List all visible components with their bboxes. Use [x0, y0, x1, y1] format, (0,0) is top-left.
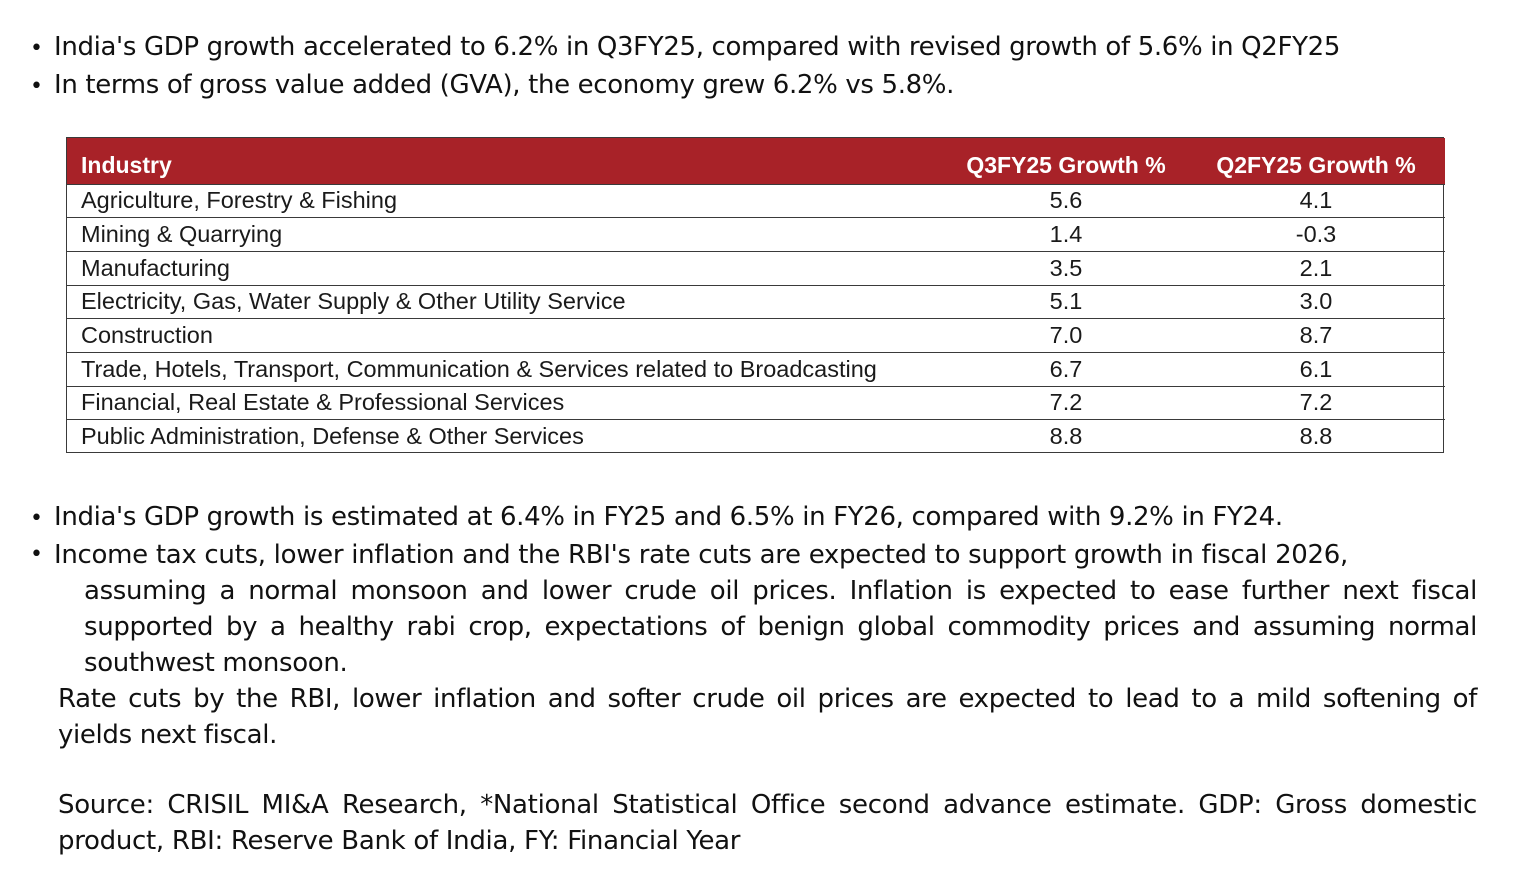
outlook-line-1: Income tax cuts, lower inflation and the… — [54, 540, 1348, 570]
bullet-outlook-text: Income tax cuts, lower inflation and the… — [54, 537, 1477, 681]
cell-q3: 8.8 — [1049, 423, 1083, 450]
cell-industry: Construction — [81, 322, 213, 349]
cell-q3: 5.6 — [1049, 187, 1083, 214]
bullet-text: In terms of gross value added (GVA), the… — [54, 70, 955, 100]
header-industry: Industry — [81, 152, 172, 179]
cell-q3: 7.2 — [1049, 389, 1083, 416]
table-row: Agriculture, Forestry & Fishing 5.6 4.1 — [67, 184, 1445, 218]
cell-q2: 8.8 — [1299, 423, 1333, 450]
bullet-dot-icon — [30, 537, 54, 573]
table-row: Trade, Hotels, Transport, Communication … — [67, 352, 1445, 386]
cell-q2: 2.1 — [1299, 254, 1333, 281]
outlook-continuation: assuming a normal monsoon and lower crud… — [84, 576, 1477, 678]
bullet-dot-icon — [30, 31, 54, 67]
table-row: Construction 7.0 8.7 — [67, 318, 1445, 353]
table-row: Electricity, Gas, Water Supply & Other U… — [67, 285, 1445, 319]
cell-q2: 3.0 — [1299, 288, 1333, 315]
cell-q3: 5.1 — [1049, 288, 1083, 315]
top-bullet-list: India's GDP growth accelerated to 6.2% i… — [30, 29, 1490, 105]
cell-q3: 3.5 — [1049, 254, 1083, 281]
bottom-bullet-list: India's GDP growth is estimated at 6.4% … — [30, 499, 1477, 753]
bullet-dot-icon — [30, 501, 54, 537]
cell-industry: Agriculture, Forestry & Fishing — [81, 187, 398, 214]
bullet-outlook: Income tax cuts, lower inflation and the… — [30, 537, 1477, 681]
table-header-row: Industry Q3FY25 Growth % Q2FY25 Growth % — [67, 138, 1445, 184]
cell-industry: Financial, Real Estate & Professional Se… — [81, 389, 565, 416]
cell-q2: 8.7 — [1299, 322, 1333, 349]
bullet-text: India's GDP growth accelerated to 6.2% i… — [54, 32, 1341, 62]
cell-q2: 7.2 — [1299, 389, 1333, 416]
cell-industry: Mining & Quarrying — [81, 221, 283, 248]
cell-q2: -0.3 — [1295, 221, 1337, 248]
source-note: Source: CRISIL MI&A Research, *National … — [58, 790, 1477, 856]
cell-industry: Public Administration, Defense & Other S… — [81, 423, 584, 450]
table-row: Financial, Real Estate & Professional Se… — [67, 386, 1445, 420]
header-q2fy25: Q2FY25 Growth % — [1216, 152, 1416, 179]
cell-q2: 4.1 — [1299, 187, 1333, 214]
table-row: Manufacturing 3.5 2.1 — [67, 251, 1445, 285]
bullet-gdp-estimate: India's GDP growth is estimated at 6.4% … — [30, 499, 1477, 537]
bullet-dot-icon — [30, 69, 54, 105]
industry-growth-table: Industry Q3FY25 Growth % Q2FY25 Growth %… — [66, 137, 1445, 454]
cell-q3: 1.4 — [1049, 221, 1083, 248]
cell-industry: Trade, Hotels, Transport, Communication … — [81, 355, 877, 382]
cell-industry: Electricity, Gas, Water Supply & Other U… — [81, 288, 626, 315]
bullet-gdp-growth: India's GDP growth accelerated to 6.2% i… — [30, 29, 1490, 67]
cell-industry: Manufacturing — [81, 254, 230, 281]
bullet-gva: In terms of gross value added (GVA), the… — [30, 67, 1490, 105]
header-q3fy25: Q3FY25 Growth % — [966, 152, 1166, 179]
rate-cuts-paragraph: Rate cuts by the RBI, lower inflation an… — [58, 684, 1477, 750]
cell-q2: 6.1 — [1299, 355, 1333, 382]
table-row: Mining & Quarrying 1.4 -0.3 — [67, 217, 1445, 252]
table-row: Public Administration, Defense & Other S… — [67, 419, 1445, 454]
cell-q3: 7.0 — [1049, 322, 1083, 349]
bullet-text: India's GDP growth is estimated at 6.4% … — [54, 502, 1283, 532]
cell-q3: 6.7 — [1049, 355, 1083, 382]
